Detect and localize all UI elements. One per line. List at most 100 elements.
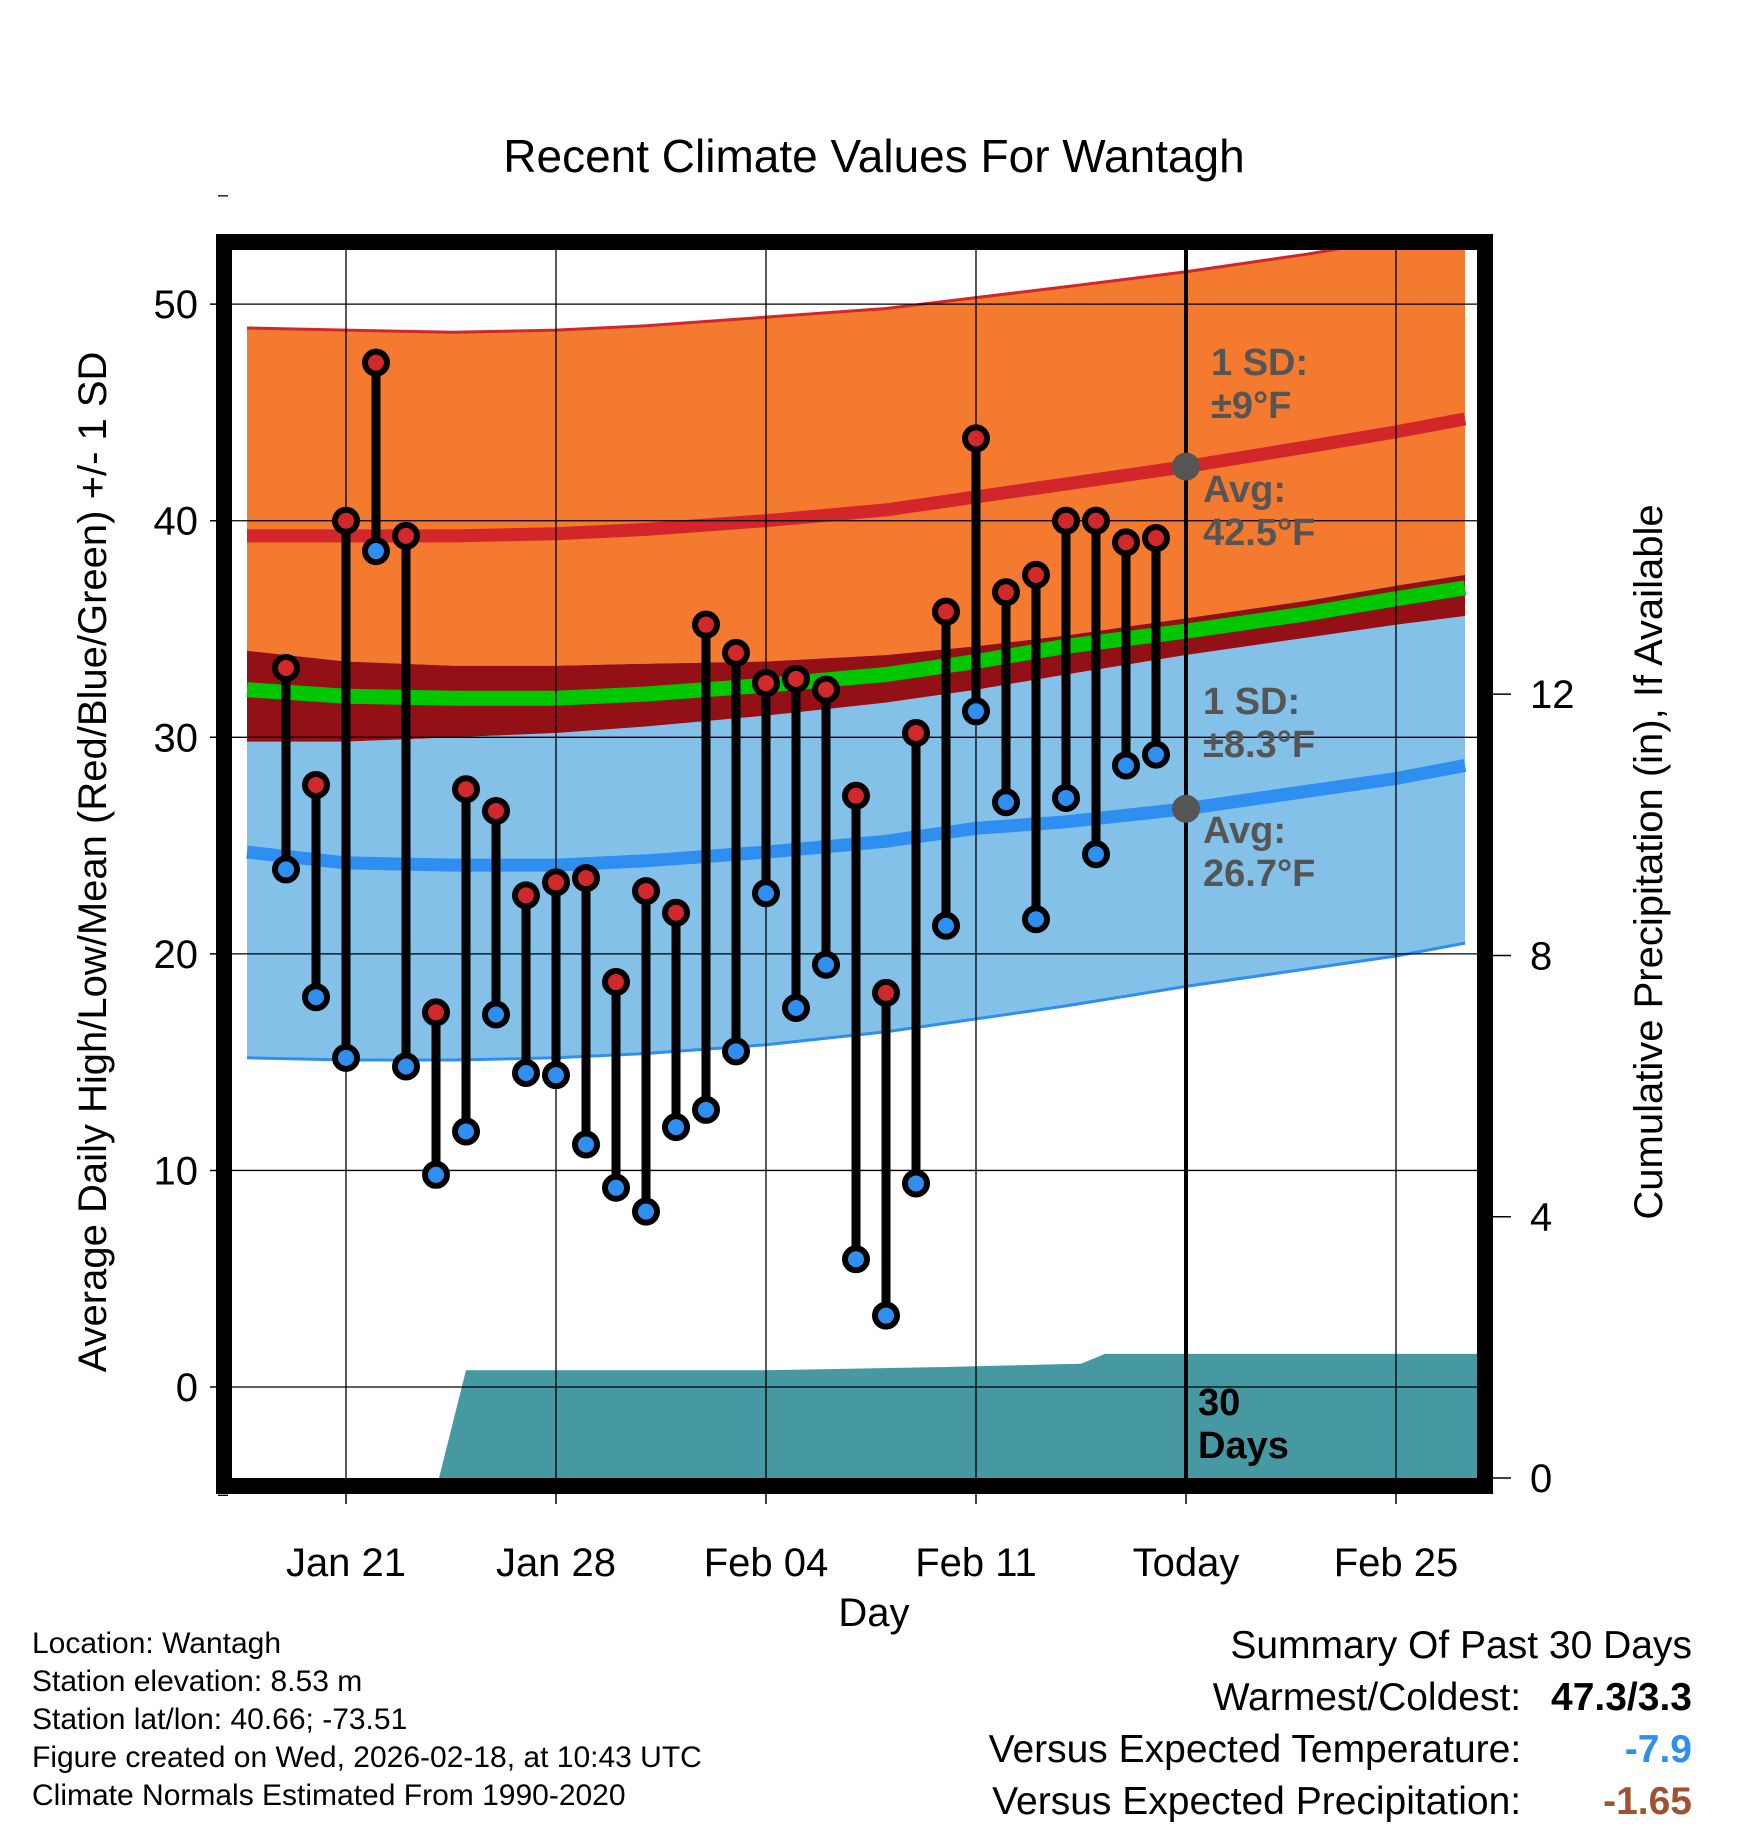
x-axis-label: Day bbox=[838, 1591, 909, 1635]
location-text: Location: Wantagh bbox=[32, 1627, 282, 1660]
high-marker bbox=[602, 968, 630, 997]
today-low-normal-marker bbox=[1172, 794, 1200, 823]
station-info: Location: Wantagh Station elevation: 8.5… bbox=[32, 1625, 702, 1815]
high-marker bbox=[842, 781, 870, 810]
low-marker bbox=[1052, 783, 1080, 812]
low-marker bbox=[452, 1117, 480, 1146]
high-marker bbox=[662, 898, 690, 927]
y-tick-label: 40 bbox=[154, 500, 199, 544]
low-marker bbox=[752, 879, 780, 908]
created-text: Figure created on Wed, 2026-02-18, at 10… bbox=[32, 1741, 702, 1774]
high-marker bbox=[1052, 506, 1080, 535]
high-marker bbox=[482, 796, 510, 825]
low-marker bbox=[272, 855, 300, 884]
summary-temp-row: Versus Expected Temperature: -7.9 bbox=[989, 1724, 1692, 1776]
y-tick-label: 30 bbox=[154, 716, 199, 760]
x-tick-label: Today bbox=[1133, 1541, 1240, 1585]
x-tick-label: Jan 21 bbox=[286, 1541, 406, 1585]
low-marker bbox=[872, 1301, 900, 1330]
high-marker bbox=[1112, 528, 1140, 557]
low-marker bbox=[482, 1000, 510, 1029]
y-axis-label: Average Daily High/Low/Mean (Red/Blue/Gr… bbox=[71, 352, 115, 1373]
low-marker bbox=[842, 1245, 870, 1274]
high-avg-value: 42.5°F bbox=[1203, 512, 1315, 554]
y2-tick-label: 8 bbox=[1530, 934, 1552, 978]
high-marker bbox=[272, 653, 300, 682]
high-marker bbox=[332, 506, 360, 535]
y-tick-label: 10 bbox=[154, 1149, 199, 1193]
y2-tick-label: 4 bbox=[1530, 1196, 1552, 1240]
low-avg-line bbox=[246, 759, 1467, 872]
high-marker bbox=[632, 877, 660, 906]
precip-area bbox=[349, 1353, 1477, 1478]
today-high-normal-marker bbox=[1172, 452, 1200, 481]
low-marker bbox=[1082, 840, 1110, 869]
high-marker bbox=[1022, 560, 1050, 589]
high-marker bbox=[1142, 524, 1170, 553]
summary-precip-row: Versus Expected Precipitation: -1.65 bbox=[989, 1776, 1692, 1828]
low-marker bbox=[392, 1052, 420, 1081]
days-label-text: Days bbox=[1198, 1425, 1289, 1467]
x-tick-label: Feb 04 bbox=[704, 1541, 829, 1585]
elevation-text: Station elevation: 8.53 m bbox=[32, 1665, 363, 1698]
x-tick-label: Jan 28 bbox=[496, 1541, 616, 1585]
y-tick-label: 20 bbox=[154, 933, 199, 977]
y-tick-label: 0 bbox=[176, 1366, 198, 1410]
y2-tick-label: 12 bbox=[1530, 673, 1575, 717]
summary-panel: Summary Of Past 30 Days Warmest/Coldest:… bbox=[989, 1620, 1692, 1828]
days-label-count: 30 bbox=[1198, 1382, 1240, 1424]
warm-cold-value: 47.3/3.3 bbox=[1551, 1676, 1692, 1719]
high-marker bbox=[872, 978, 900, 1007]
low-marker bbox=[992, 788, 1020, 817]
high-marker bbox=[422, 998, 450, 1027]
normals-text: Climate Normals Estimated From 1990-2020 bbox=[32, 1779, 626, 1812]
latlon-text: Station lat/lon: 40.66; -73.51 bbox=[32, 1703, 408, 1736]
low-avg-value: 26.7°F bbox=[1203, 853, 1315, 895]
low-marker bbox=[722, 1037, 750, 1066]
low-marker bbox=[602, 1173, 630, 1202]
low-sd-value: ±8.3°F bbox=[1203, 724, 1315, 766]
high-marker bbox=[392, 521, 420, 550]
high-marker bbox=[452, 775, 480, 804]
low-marker bbox=[332, 1043, 360, 1072]
low-marker bbox=[1142, 740, 1170, 769]
low-marker bbox=[662, 1113, 690, 1142]
high-marker bbox=[512, 881, 540, 910]
x-tick-label: Feb 11 bbox=[915, 1541, 1037, 1585]
low-marker bbox=[782, 994, 810, 1023]
y2-tick-label: 0 bbox=[1530, 1457, 1552, 1501]
y2-axis-label: Cumulative Precipitation (in), If Availa… bbox=[1627, 504, 1671, 1219]
x-tick-label: Feb 25 bbox=[1334, 1541, 1459, 1585]
low-marker bbox=[692, 1095, 720, 1124]
high-sd-label: 1 SD: bbox=[1211, 342, 1308, 384]
high-marker bbox=[962, 424, 990, 453]
low-marker bbox=[1022, 905, 1050, 934]
chart-title: Recent Climate Values For Wantagh bbox=[503, 130, 1244, 182]
low-marker bbox=[962, 697, 990, 726]
summary-warm-cold-row: Warmest/Coldest: 47.3/3.3 bbox=[989, 1672, 1692, 1724]
high-marker bbox=[902, 718, 930, 747]
low-marker bbox=[932, 911, 960, 940]
low-marker bbox=[302, 983, 330, 1012]
high-avg-line bbox=[247, 412, 1467, 543]
precip-label: Versus Expected Precipitation: bbox=[992, 1780, 1522, 1823]
precip-value: -1.65 bbox=[1603, 1780, 1692, 1823]
high-marker bbox=[752, 669, 780, 698]
high-marker bbox=[692, 610, 720, 639]
low-marker bbox=[1112, 751, 1140, 780]
warm-cold-label: Warmest/Coldest: bbox=[1212, 1676, 1522, 1719]
low-sd-label: 1 SD: bbox=[1203, 681, 1300, 723]
high-marker bbox=[302, 770, 330, 799]
low-marker bbox=[512, 1058, 540, 1087]
high-upper-line bbox=[246, 250, 1341, 334]
temp-value: -7.9 bbox=[1624, 1728, 1692, 1771]
plot-clip-group bbox=[232, 250, 1477, 1478]
summary-title: Summary Of Past 30 Days bbox=[1230, 1624, 1692, 1667]
low-avg-label: Avg: bbox=[1203, 810, 1286, 852]
high-marker bbox=[782, 664, 810, 693]
high-marker bbox=[1082, 506, 1110, 535]
low-marker bbox=[572, 1130, 600, 1159]
high-marker bbox=[812, 675, 840, 704]
